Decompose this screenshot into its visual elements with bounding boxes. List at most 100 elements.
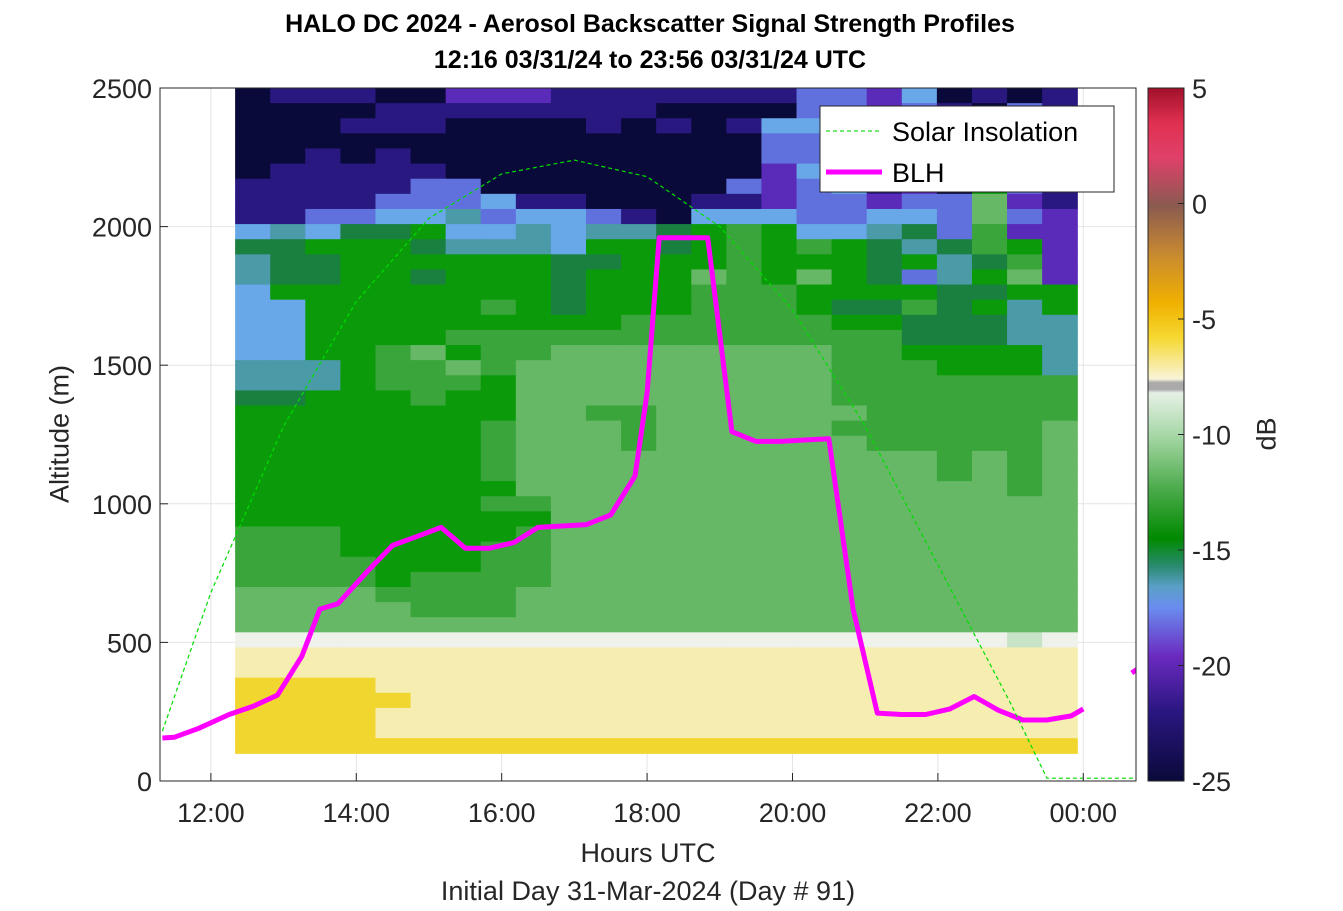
heatmap-cell xyxy=(901,450,938,467)
heatmap-cell xyxy=(691,556,727,573)
heatmap-cell xyxy=(550,284,587,301)
heatmap-cell xyxy=(550,345,587,361)
heatmap-cell xyxy=(515,345,552,361)
heatmap-cell xyxy=(305,239,341,255)
heatmap-cell xyxy=(936,435,973,452)
heatmap-cell xyxy=(515,511,552,528)
heatmap-cell xyxy=(586,677,622,694)
heatmap-cell xyxy=(550,178,587,195)
heatmap-cell xyxy=(761,375,798,391)
heatmap-cell xyxy=(410,738,447,754)
heatmap-cell xyxy=(340,420,377,437)
heatmap-cell xyxy=(480,345,517,361)
heatmap-cell xyxy=(761,450,798,467)
heatmap-cell xyxy=(691,571,727,588)
heatmap-cell xyxy=(831,224,868,240)
heatmap-cell xyxy=(410,163,447,180)
heatmap-cell xyxy=(480,435,517,452)
heatmap-cell xyxy=(550,224,587,240)
heatmap-cell xyxy=(550,405,587,422)
heatmap-cell xyxy=(515,314,552,331)
heatmap-cell xyxy=(515,329,552,346)
heatmap-cell xyxy=(796,360,833,376)
heatmap-cell xyxy=(305,662,341,679)
heatmap-cell xyxy=(515,360,552,376)
heatmap-cell xyxy=(971,738,1008,754)
heatmap-cell xyxy=(831,662,868,679)
heatmap-cell xyxy=(1007,284,1043,301)
heatmap-cell xyxy=(550,360,587,376)
heatmap-cell xyxy=(1007,360,1043,376)
heatmap-cell xyxy=(586,88,622,104)
heatmap-cell xyxy=(866,405,903,422)
heatmap-cell xyxy=(375,738,412,754)
heatmap-cell xyxy=(796,586,833,603)
heatmap-cell xyxy=(515,239,552,255)
heatmap-cell xyxy=(445,118,482,134)
heatmap-cell xyxy=(1007,254,1043,271)
heatmap-cell xyxy=(866,254,903,271)
heatmap-cell xyxy=(410,435,447,452)
heatmap-cell xyxy=(270,466,306,482)
heatmap-cell xyxy=(656,617,692,633)
heatmap-cell xyxy=(340,390,377,407)
heatmap-cell xyxy=(340,148,377,165)
heatmap-cell xyxy=(796,299,833,316)
heatmap-cell xyxy=(831,345,868,361)
heatmap-cell xyxy=(901,88,938,104)
heatmap-cell xyxy=(866,556,903,573)
heatmap-cell xyxy=(445,284,482,301)
heatmap-cell xyxy=(480,662,517,679)
heatmap-cell xyxy=(796,254,833,271)
heatmap-cell xyxy=(586,133,622,150)
heatmap-cell xyxy=(515,420,552,437)
heatmap-cell xyxy=(796,314,833,331)
heatmap-cell xyxy=(1007,314,1043,331)
heatmap-cell xyxy=(340,435,377,452)
heatmap-cell xyxy=(1007,193,1043,210)
heatmap-cell xyxy=(1042,405,1078,422)
heatmap-cell xyxy=(445,602,482,618)
heatmap-cell xyxy=(656,541,692,558)
heatmap-cell xyxy=(515,647,552,664)
heatmap-cell xyxy=(621,556,657,573)
heatmap-cell xyxy=(901,345,938,361)
heatmap-cell xyxy=(550,496,587,512)
heatmap-cell xyxy=(901,254,938,271)
heatmap-cell xyxy=(480,511,517,528)
heatmap-cell xyxy=(550,163,587,180)
heatmap-cell xyxy=(796,496,833,512)
heatmap-cell xyxy=(480,299,517,316)
heatmap-cell xyxy=(656,193,692,210)
heatmap-cell xyxy=(375,208,412,225)
heatmap-cell xyxy=(340,526,377,543)
heatmap-cell xyxy=(761,405,798,422)
heatmap-cell xyxy=(866,284,903,301)
heatmap-cell xyxy=(445,254,482,271)
heatmap-cell xyxy=(831,541,868,558)
heatmap-cell xyxy=(235,254,271,271)
heatmap-cell xyxy=(831,556,868,573)
heatmap-cell xyxy=(445,345,482,361)
heatmap-cell xyxy=(656,299,692,316)
heatmap-cell xyxy=(270,707,306,724)
heatmap-cell xyxy=(235,118,271,134)
heatmap-cell xyxy=(270,420,306,437)
heatmap-cell xyxy=(445,148,482,165)
heatmap-cell xyxy=(621,103,657,119)
heatmap-cell xyxy=(761,556,798,573)
y-tick-label: 2500 xyxy=(92,74,152,104)
heatmap-cell xyxy=(445,450,482,467)
x-tick-label: 12:00 xyxy=(177,798,245,828)
heatmap-cell xyxy=(691,602,727,618)
heatmap-cell xyxy=(340,647,377,664)
heatmap-cell xyxy=(761,360,798,376)
heatmap-cell xyxy=(375,571,412,588)
heatmap-cell xyxy=(340,541,377,558)
heatmap-cell xyxy=(796,602,833,618)
heatmap-cell xyxy=(340,481,377,497)
heatmap-cell xyxy=(550,435,587,452)
heatmap-cell xyxy=(340,632,377,649)
heatmap-cell xyxy=(480,586,517,603)
heatmap-cell xyxy=(235,360,271,376)
